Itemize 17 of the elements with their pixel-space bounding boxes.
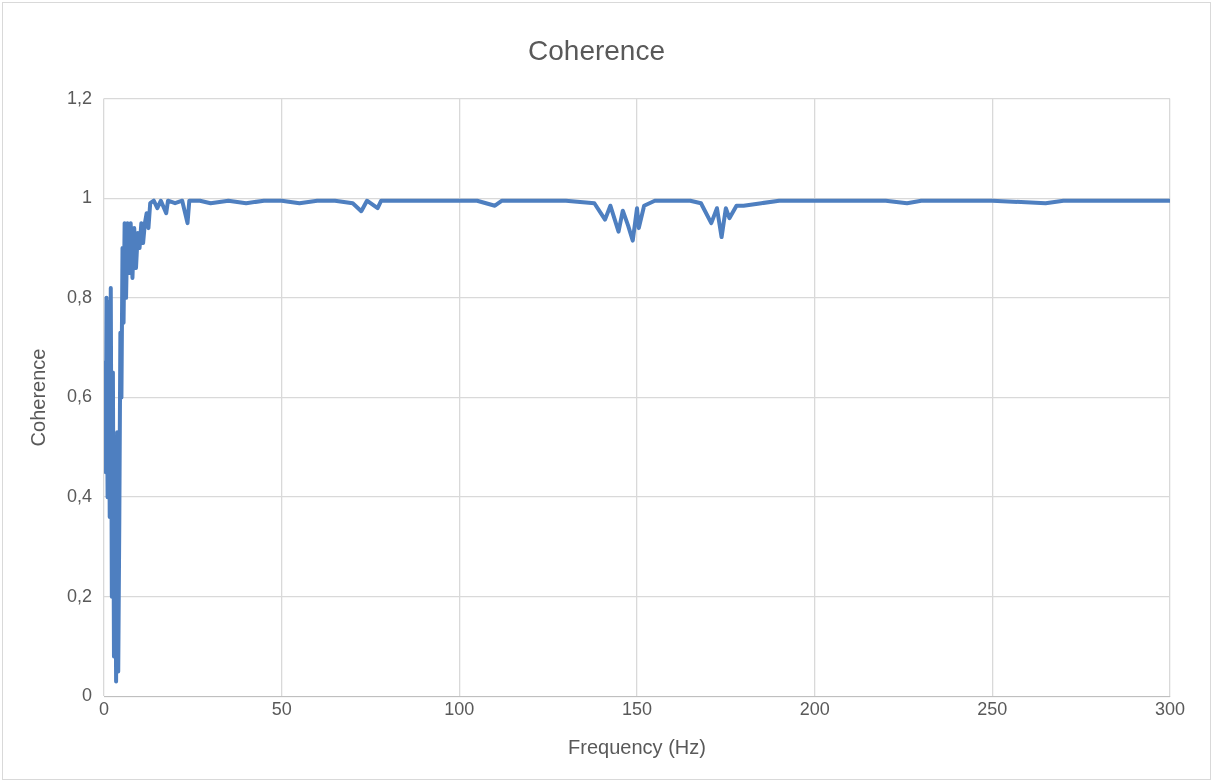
y-tick-label: 1 bbox=[82, 187, 93, 208]
x-tick-label: 300 bbox=[1154, 699, 1186, 720]
y-tick-label: 0,2 bbox=[66, 585, 93, 606]
chart-title: Coherence bbox=[528, 34, 665, 66]
y-tick-label: 1,2 bbox=[66, 87, 93, 108]
x-tick-label: 50 bbox=[271, 699, 292, 720]
x-tick-label: 250 bbox=[977, 699, 1008, 720]
y-axis-title: Coherence bbox=[26, 348, 49, 447]
y-tick-label: 0,6 bbox=[66, 386, 93, 407]
x-axis-title: Frequency (Hz) bbox=[568, 735, 706, 758]
x-tick-label: 100 bbox=[444, 699, 475, 720]
x-tick-label: 150 bbox=[621, 699, 653, 720]
y-tick-label: 0,4 bbox=[66, 486, 93, 507]
x-tick-label: 0 bbox=[99, 699, 110, 720]
y-tick-label: 0 bbox=[82, 685, 93, 706]
y-tick-label: 0,8 bbox=[66, 286, 93, 307]
x-tick-label: 200 bbox=[799, 699, 830, 720]
